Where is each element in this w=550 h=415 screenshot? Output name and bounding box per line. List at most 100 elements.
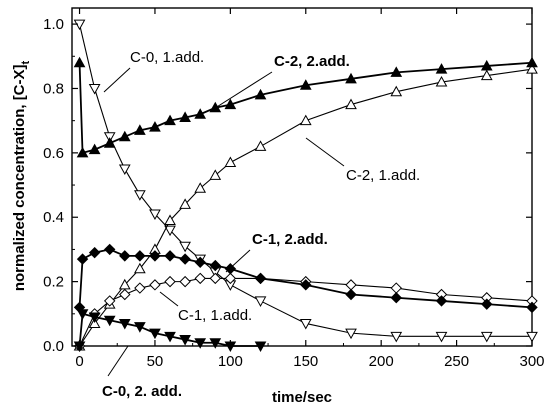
data-point	[179, 198, 191, 209]
data-point	[118, 164, 131, 175]
data-point	[164, 214, 176, 225]
data-point	[164, 331, 176, 343]
data-point	[480, 69, 493, 81]
data-point	[164, 275, 176, 288]
annotation-c1-1add: C-1, 1.add.	[159, 291, 252, 324]
data-point	[345, 328, 357, 340]
data-point	[103, 137, 116, 148]
data-point	[481, 298, 493, 310]
y-axis-title-main: normalized concentration, [C-X]	[11, 64, 28, 291]
plot-frame	[71, 7, 533, 347]
data-point	[299, 79, 312, 90]
annotation-c1-2add: C-1, 2.add.	[225, 231, 328, 273]
data-point	[134, 262, 146, 274]
annotation-leader	[211, 71, 273, 111]
data-point	[103, 315, 116, 327]
data-point	[435, 295, 448, 307]
annotation-label: C-1, 1.add.	[178, 307, 252, 324]
data-point	[179, 253, 191, 265]
annotations-group: C-0, 1.add. C-2, 2.add. C-2, 1.add. C-1, 2.…	[102, 49, 420, 400]
plot-area	[71, 7, 533, 347]
annotation-c0-1add: C-0, 1.add.	[103, 49, 204, 93]
data-point	[118, 318, 131, 330]
annotation-label: C-2, 1.add.	[346, 167, 420, 184]
data-point	[435, 76, 448, 87]
data-point	[209, 169, 222, 180]
x-tick-label: 0	[75, 353, 83, 370]
x-tick-label: 150	[293, 353, 318, 370]
annotation-leader	[107, 345, 129, 377]
series-2	[73, 63, 538, 351]
data-point	[390, 331, 403, 343]
data-point	[134, 190, 146, 201]
data-point	[435, 63, 448, 74]
y-tick-label: 0.8	[43, 80, 64, 97]
data-point	[149, 209, 161, 221]
annotation-leader	[225, 249, 251, 273]
series-line	[78, 61, 533, 155]
series-1	[73, 19, 538, 343]
data-point	[119, 288, 131, 301]
data-point	[345, 288, 357, 301]
data-point	[179, 275, 191, 288]
data-point	[224, 98, 237, 110]
data-point	[194, 108, 207, 119]
x-tick-label: 250	[444, 353, 469, 370]
data-point	[254, 88, 267, 100]
data-point	[179, 111, 191, 122]
data-point	[254, 140, 267, 151]
data-point	[224, 272, 237, 285]
data-point	[118, 130, 131, 142]
x-tick-label: 200	[369, 353, 394, 370]
data-point	[209, 338, 222, 349]
y-tick-label: 1.0	[43, 16, 64, 33]
data-point	[435, 331, 448, 343]
data-point	[164, 225, 176, 237]
data-point	[149, 328, 161, 340]
data-point	[76, 309, 89, 320]
y-tick-label: 0.6	[43, 145, 64, 162]
series-line	[79, 68, 533, 347]
data-point	[526, 56, 538, 68]
annotation-c0-2add: C-0, 2. add.	[102, 345, 182, 400]
data-point	[76, 146, 89, 158]
x-tick-label: 50	[147, 353, 164, 370]
data-point	[224, 263, 237, 275]
data-point	[76, 253, 89, 265]
series-line	[79, 23, 532, 337]
axes-group: 0 50 100 150 200 250 300 0.0 0.2 0.4 0.6 0.8 1.0 time…	[11, 8, 545, 406]
data-point	[526, 331, 538, 343]
x-axis-title: time/sec	[272, 389, 332, 406]
annotation-leader	[305, 137, 345, 167]
data-point	[103, 243, 116, 256]
data-point	[480, 331, 493, 343]
data-point	[164, 114, 176, 126]
data-point	[134, 282, 146, 294]
data-point	[254, 272, 267, 285]
data-point	[149, 279, 161, 291]
data-point	[194, 182, 207, 193]
data-point	[88, 312, 101, 324]
annotation-label: C-2, 2.add.	[274, 53, 350, 70]
data-point	[390, 66, 403, 77]
annotation-label: C-1, 2.add.	[252, 231, 328, 248]
data-point	[88, 83, 101, 95]
y-tick-label: 0.4	[43, 209, 64, 226]
annotation-c2-1add: C-2, 1.add.	[305, 137, 420, 184]
data-point	[299, 114, 312, 126]
data-point	[164, 250, 176, 262]
data-point	[73, 56, 86, 68]
annotation-label: C-0, 2. add.	[102, 383, 182, 400]
data-point	[103, 295, 116, 307]
data-point	[224, 156, 237, 168]
x-tick-label: 300	[519, 353, 544, 370]
data-point	[194, 338, 207, 349]
series-4	[73, 56, 538, 158]
data-point	[390, 292, 402, 304]
data-point	[149, 121, 161, 132]
data-point	[254, 296, 267, 307]
data-point	[88, 246, 101, 259]
annotation-leader	[159, 291, 179, 307]
